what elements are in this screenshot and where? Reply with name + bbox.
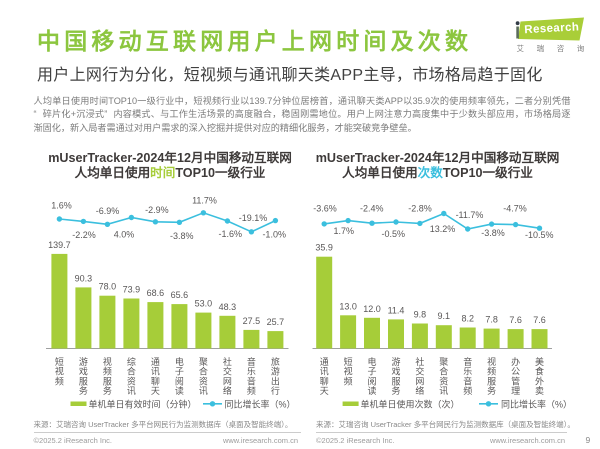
svg-text:聚合资讯: 聚合资讯 — [199, 357, 208, 396]
svg-text:-2.2%: -2.2% — [72, 230, 96, 240]
svg-text:48.3: 48.3 — [219, 302, 237, 312]
svg-text:聚合资讯: 聚合资讯 — [439, 357, 448, 396]
svg-text:9.8: 9.8 — [414, 310, 427, 320]
svg-text:-3.8%: -3.8% — [170, 231, 194, 241]
svg-text:Research: Research — [524, 21, 580, 36]
svg-text:-1.0%: -1.0% — [262, 230, 286, 240]
svg-text:1.6%: 1.6% — [51, 201, 72, 211]
svg-text:艾瑞咨询: 艾瑞咨询 — [517, 43, 596, 53]
svg-text:短视频: 短视频 — [55, 356, 64, 387]
svg-text:13.2%: 13.2% — [430, 224, 456, 234]
svg-text:12.0: 12.0 — [363, 304, 381, 314]
svg-text:同比增长率（%）: 同比增长率（%） — [501, 399, 572, 410]
svg-text:mUserTracker-2024年12月中国移动互联网: mUserTracker-2024年12月中国移动互联网 — [316, 150, 560, 165]
svg-text:-10.5%: -10.5% — [525, 230, 554, 240]
svg-text:-2.4%: -2.4% — [360, 204, 384, 214]
svg-text:同比增长率（%）: 同比增长率（%） — [225, 399, 296, 410]
svg-text:-19.1%: -19.1% — [239, 213, 268, 223]
svg-text:8.2: 8.2 — [461, 314, 474, 324]
svg-text:通讯聊天: 通讯聊天 — [151, 357, 160, 396]
svg-text:-11.7%: -11.7% — [456, 210, 484, 220]
svg-text:4.0%: 4.0% — [114, 230, 135, 240]
svg-text:139.7: 139.7 — [48, 240, 71, 250]
svg-text:游戏服务: 游戏服务 — [79, 356, 88, 396]
svg-text:-6.9%: -6.9% — [96, 206, 120, 216]
svg-text:65.6: 65.6 — [171, 290, 189, 300]
svg-text:短视频: 短视频 — [344, 356, 353, 387]
svg-text:90.3: 90.3 — [75, 273, 93, 283]
svg-text:11.7%: 11.7% — [192, 196, 217, 206]
svg-text:-3.6%: -3.6% — [313, 204, 337, 214]
svg-text:27.5: 27.5 — [243, 316, 261, 326]
svg-text:美食外卖: 美食外卖 — [535, 356, 544, 396]
svg-text:13.0: 13.0 — [339, 301, 357, 311]
svg-text:人均单日使用次数TOP10一级行业: 人均单日使用次数TOP10一级行业 — [342, 165, 533, 180]
svg-text:综合资讯: 综合资讯 — [127, 356, 136, 396]
svg-text:单机单日有效时间（分钟）: 单机单日有效时间（分钟） — [89, 399, 197, 410]
svg-text:-3.8%: -3.8% — [481, 228, 505, 238]
svg-text:社交网络: 社交网络 — [415, 356, 424, 396]
svg-text:旅游出行: 旅游出行 — [271, 356, 280, 396]
svg-text:68.6: 68.6 — [147, 288, 165, 298]
svg-text:-2.9%: -2.9% — [145, 205, 169, 215]
svg-text:-1.6%: -1.6% — [219, 229, 243, 239]
svg-text:-2.8%: -2.8% — [408, 204, 432, 214]
svg-text:社交网络: 社交网络 — [223, 356, 232, 396]
svg-text:单机单日使用次数（次）: 单机单日使用次数（次） — [361, 399, 460, 410]
svg-text:-0.5%: -0.5% — [382, 229, 406, 239]
svg-text:视频服务: 视频服务 — [103, 356, 112, 396]
svg-text:1.7%: 1.7% — [334, 226, 355, 236]
svg-text:78.0: 78.0 — [99, 282, 117, 292]
svg-text:53.0: 53.0 — [195, 299, 213, 309]
svg-text:7.8: 7.8 — [485, 315, 498, 325]
svg-text:73.9: 73.9 — [123, 285, 141, 295]
svg-text:9.1: 9.1 — [438, 311, 451, 321]
svg-text:通讯聊天: 通讯聊天 — [320, 357, 329, 396]
svg-text:音乐音频: 音乐音频 — [247, 356, 256, 396]
svg-text:办公管理: 办公管理 — [511, 356, 520, 396]
svg-text:7.6: 7.6 — [533, 315, 546, 325]
svg-text:35.9: 35.9 — [315, 243, 333, 253]
svg-text:电子阅读: 电子阅读 — [367, 356, 376, 396]
svg-text:11.4: 11.4 — [388, 305, 405, 315]
svg-text:游戏服务: 游戏服务 — [391, 356, 400, 396]
svg-text:7.6: 7.6 — [509, 315, 522, 325]
svg-text:mUserTracker-2024年12月中国移动互联网: mUserTracker-2024年12月中国移动互联网 — [48, 150, 292, 165]
svg-text:电子阅读: 电子阅读 — [175, 356, 184, 396]
svg-text:人均单日使用时间TOP10一级行业: 人均单日使用时间TOP10一级行业 — [75, 165, 266, 180]
svg-text:25.7: 25.7 — [267, 317, 285, 327]
svg-text:音乐音频: 音乐音频 — [463, 356, 472, 396]
svg-text:视频服务: 视频服务 — [487, 356, 496, 396]
svg-text:-4.7%: -4.7% — [503, 204, 527, 214]
